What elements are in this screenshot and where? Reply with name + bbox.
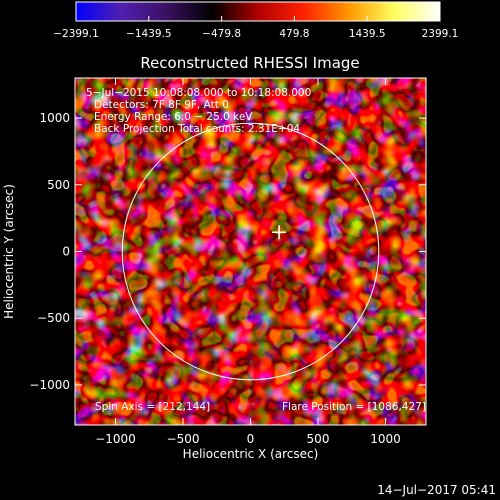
solar-limb-circle: [121, 122, 380, 381]
x-tick-label: −500: [167, 432, 200, 446]
flare-position-label: Flare Position = [1086,427]: [282, 401, 426, 413]
y-axis-ticks: −1000 −500 0 500 1000: [29, 111, 426, 392]
x-axis-label: Heliocentric X (arcsec): [183, 447, 319, 461]
x-axis-ticks: −1000 −500 0 500 1000: [95, 78, 401, 446]
heatmap-image: [75, 78, 426, 425]
colorbar-tick-label: 2399.1: [422, 28, 459, 40]
x-tick-label: 0: [247, 432, 255, 446]
chart-title: Reconstructed RHESSI Image: [140, 54, 359, 72]
colorbar-tick-label: −479.8: [202, 28, 241, 40]
colorbar-gradient: [76, 2, 440, 21]
colorbar-tick-label: 479.8: [279, 28, 309, 40]
y-tick-label: 500: [47, 178, 70, 192]
y-tick-label: 1000: [39, 111, 70, 125]
colorbar: −2399.1 −1439.5 −479.8 479.8 1439.5 2399.1: [53, 1, 458, 40]
colorbar-tick-label: 1439.5: [349, 28, 386, 40]
annotation-method-counts: Back Projection Total counts: 2.31E+04: [94, 123, 300, 135]
colorbar-tick-label: −1439.5: [126, 28, 172, 40]
spin-axis-marker: [272, 225, 287, 240]
x-tick-label: 500: [307, 432, 330, 446]
y-axis-label: Heliocentric Y (arcsec): [2, 184, 16, 319]
timestamp: 14−Jul−2017 05:41: [377, 483, 496, 497]
plot-area: −1000 −500 0 500 1000 −1000 −500 0 500 1000: [29, 77, 427, 446]
x-tick-label: 1000: [370, 432, 401, 446]
annotation-detectors: Detectors: 7F 8F 9F, Att 0: [94, 99, 229, 111]
y-tick-label: −500: [37, 311, 70, 325]
spin-axis-label: Spin Axis = [212,144]: [95, 401, 210, 413]
annotation-energy-range: Energy Range: 6.0 − 25.0 keV: [94, 111, 253, 123]
y-tick-label: −1000: [29, 378, 70, 392]
colorbar-ticks: −2399.1 −1439.5 −479.8 479.8 1439.5 2399.1: [53, 16, 458, 40]
x-tick-label: −1000: [95, 432, 136, 446]
annotation-time-range: 5−Jul−2015 10:08:08.000 to 10:18:08.000: [86, 87, 311, 99]
colorbar-frame: [75, 1, 441, 22]
annotations: 5−Jul−2015 10:08:08.000 to 10:18:08.000 …: [86, 87, 311, 135]
y-tick-label: 0: [62, 245, 70, 259]
colorbar-tick-label: −2399.1: [53, 28, 99, 40]
